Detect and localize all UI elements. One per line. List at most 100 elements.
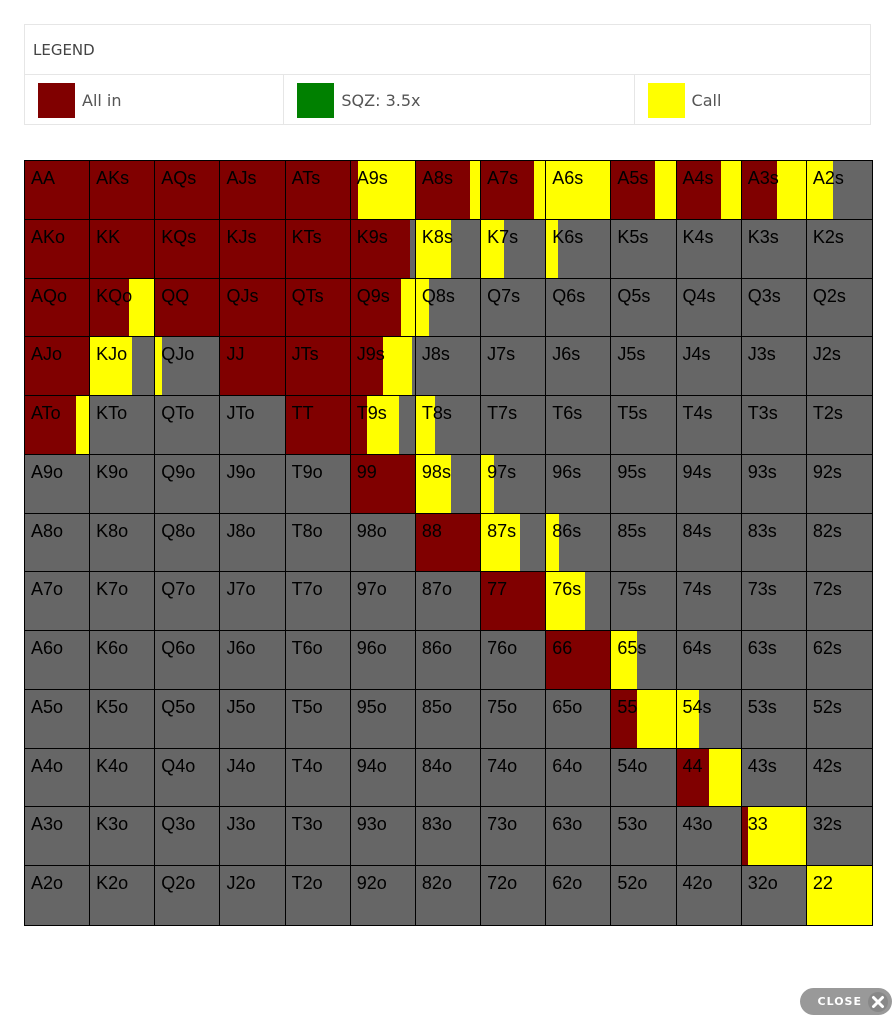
hand-cell: K3o	[90, 807, 156, 867]
hand-label: 74s	[682, 579, 712, 600]
hand-cell: A7s	[481, 161, 547, 220]
allin-segment	[415, 161, 471, 219]
hand-cell: T7o	[285, 572, 351, 632]
hand-cell: T7s	[481, 396, 547, 455]
hand-label: 72o	[487, 873, 518, 894]
hand-label: 96s	[552, 461, 582, 482]
hand-cell: 32o	[741, 866, 807, 925]
call-segment	[481, 513, 520, 572]
hand-label: 87o	[421, 579, 452, 600]
call-segment	[546, 219, 558, 278]
hand-label: 85o	[421, 696, 452, 717]
hand-cell: T6o	[285, 631, 351, 690]
hand-cell: 92o	[350, 866, 416, 925]
hand-cell: A6s	[546, 161, 612, 220]
hand-cell: 75o	[481, 689, 547, 749]
hand-label: T6o	[291, 638, 323, 659]
allin-segment	[350, 161, 359, 219]
hand-label: A5o	[31, 696, 64, 717]
hand-label: J2s	[812, 344, 841, 365]
hand-cell: 98s	[415, 454, 482, 514]
hand-cell: 76o	[481, 631, 547, 690]
hand-cell: KJo	[90, 337, 156, 397]
allin-segment	[220, 278, 285, 337]
allin-segment	[741, 807, 749, 866]
hand-cell: Q5s	[611, 278, 677, 338]
hand-range-grid: AA AKs AQs AJs ATs A9s A8s A7s A6s A5s A4s A3s A2s AK…	[24, 160, 873, 926]
hand-label: 77	[487, 579, 508, 600]
hand-cell: AJs	[220, 161, 286, 220]
hand-cell: J9s	[350, 337, 416, 397]
hand-cell: Q7o	[155, 572, 221, 632]
allin-segment	[676, 748, 709, 807]
allin-segment	[25, 161, 90, 219]
close-button[interactable]: CLOSE	[800, 988, 892, 1015]
hand-label: 93o	[356, 814, 387, 835]
hand-cell: AA	[25, 161, 91, 220]
hand-label: Q4s	[682, 285, 716, 306]
hand-label: J9o	[226, 461, 256, 482]
hand-label: QJs	[226, 285, 259, 306]
hand-cell: JTo	[220, 396, 286, 455]
hand-label: 83s	[747, 520, 777, 541]
legend-label-call: Call	[691, 90, 722, 110]
hand-cell: J5o	[220, 689, 286, 749]
hand-cell: K8o	[90, 513, 156, 573]
hand-cell: 86s	[546, 513, 612, 573]
hand-cell: Q2s	[806, 278, 872, 338]
call-segment	[481, 219, 504, 278]
call-segment	[415, 278, 429, 337]
hand-label: QTo	[161, 403, 195, 424]
hand-cell: K8s	[415, 219, 482, 279]
allin-segment	[741, 161, 777, 219]
hand-label: K9s	[356, 226, 388, 247]
hand-cell: QTs	[285, 278, 351, 338]
call-segment	[676, 689, 699, 748]
call-segment	[76, 396, 90, 454]
hand-cell: 65o	[546, 689, 612, 749]
allin-segment	[285, 337, 350, 396]
allin-segment	[155, 219, 220, 278]
hand-label: A8o	[31, 520, 64, 541]
hand-label: TT	[291, 403, 314, 424]
hand-cell: 42s	[806, 748, 872, 808]
allin-segment	[350, 219, 410, 278]
hand-label: 42o	[682, 873, 713, 894]
hand-cell: 84s	[676, 513, 742, 573]
call-segment	[400, 278, 415, 337]
hand-label: 94s	[682, 461, 712, 482]
hand-label: K2o	[96, 873, 129, 894]
hand-cell: 64o	[546, 748, 612, 808]
allin-segment	[611, 161, 655, 219]
hand-label: J5o	[226, 696, 256, 717]
hand-label: 75o	[487, 696, 518, 717]
hand-label: 43s	[747, 755, 777, 776]
hand-label: AQo	[31, 285, 68, 306]
hand-label: 53s	[747, 696, 777, 717]
hand-label: 63o	[552, 814, 583, 835]
hand-cell: 82o	[415, 866, 482, 925]
hand-label: JJ	[226, 344, 245, 365]
call-segment	[90, 337, 132, 396]
hand-label: 99	[356, 461, 377, 482]
hand-cell: 76s	[546, 572, 612, 632]
hand-label: 54o	[617, 755, 648, 776]
hand-label: A7s	[487, 168, 519, 188]
hand-cell: T6s	[546, 396, 612, 455]
hand-label: KTo	[96, 403, 128, 424]
hand-label: Q8s	[421, 285, 455, 306]
hand-label: 52o	[617, 873, 648, 894]
hand-label: Q8o	[161, 520, 196, 541]
hand-cell: ATs	[285, 161, 351, 220]
hand-label: 65o	[552, 696, 583, 717]
legend-swatch-call	[647, 82, 685, 118]
hand-cell: K2o	[90, 866, 156, 925]
hand-cell: T4o	[285, 748, 351, 808]
call-segment	[806, 161, 833, 219]
hand-label: KK	[96, 226, 121, 247]
hand-label: J4o	[226, 755, 256, 776]
hand-cell: 62o	[546, 866, 612, 925]
hand-label: J9s	[356, 344, 385, 365]
hand-cell: A4o	[25, 748, 91, 808]
hand-cell: Q9s	[350, 278, 416, 338]
